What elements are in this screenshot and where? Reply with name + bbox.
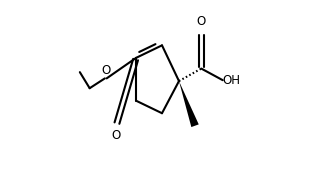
Polygon shape xyxy=(179,81,199,127)
Text: O: O xyxy=(101,64,110,77)
Text: OH: OH xyxy=(223,74,241,87)
Text: O: O xyxy=(197,15,206,28)
Text: O: O xyxy=(112,129,121,142)
